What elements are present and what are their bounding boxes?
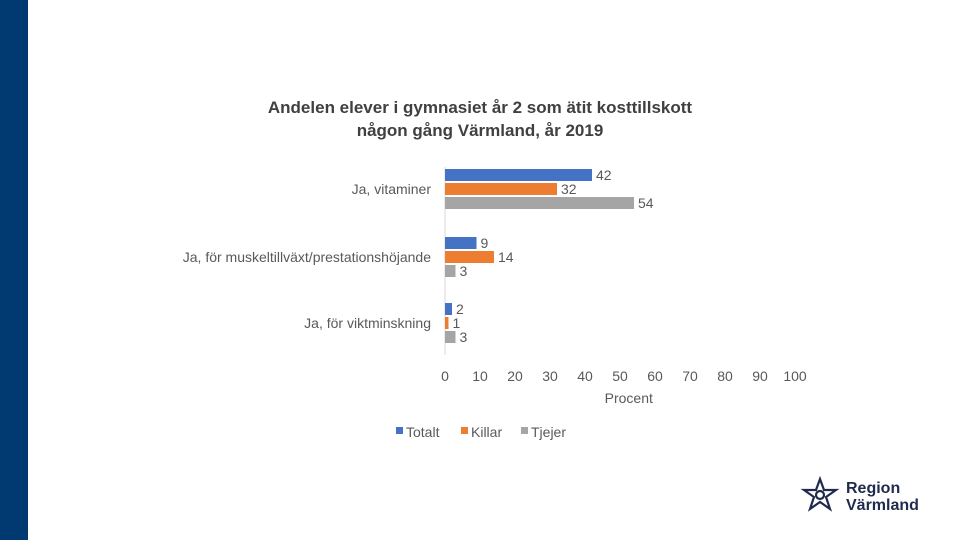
bar-killar-0 (445, 183, 557, 195)
x-tick-label: 40 (577, 368, 593, 384)
bar-totalt-0 (445, 169, 592, 181)
region-varmland-logo: Region Värmland (800, 475, 940, 520)
chart-title-line-2: någon gång Värmland, år 2019 (356, 121, 604, 140)
bar-tjejer-2 (445, 331, 456, 343)
x-tick-label: 50 (612, 368, 628, 384)
x-tick-label: 10 (472, 368, 488, 384)
bar-totalt-1 (445, 237, 477, 249)
x-tick-label: 100 (783, 368, 807, 384)
region-varmland-star-icon (800, 475, 840, 512)
data-label: 9 (481, 235, 489, 251)
x-tick-label: 80 (717, 368, 733, 384)
legend-label-totalt: Totalt (406, 424, 440, 440)
logo-line-2: Värmland (846, 497, 919, 514)
logo-text: Region Värmland (846, 480, 919, 514)
data-label: 42 (596, 167, 612, 183)
data-label: 32 (561, 181, 577, 197)
x-tick-label: 0 (441, 368, 449, 384)
x-axis-title: Procent (605, 390, 653, 406)
bar-killar-2 (445, 317, 449, 329)
side-stripe (0, 0, 28, 540)
category-label: Ja, för viktminskning (304, 315, 431, 331)
legend-swatch-tjejer (521, 427, 528, 434)
x-tick-label: 60 (647, 368, 663, 384)
x-tick-label: 20 (507, 368, 523, 384)
x-tick-label: 30 (542, 368, 558, 384)
chart-title: Andelen elever i gymnasiet år 2 som ätit… (200, 96, 760, 142)
x-tick-label: 70 (682, 368, 698, 384)
legend-label-tjejer: Tjejer (531, 424, 566, 440)
data-label: 3 (460, 329, 468, 345)
data-label: 54 (638, 195, 654, 211)
data-label: 2 (456, 301, 464, 317)
logo-line-1: Region (846, 480, 901, 497)
legend-swatch-killar (461, 427, 468, 434)
legend-label-killar: Killar (471, 424, 502, 440)
bar-tjejer-0 (445, 197, 634, 209)
x-tick-label: 90 (752, 368, 768, 384)
data-label: 1 (453, 315, 461, 331)
data-label: 14 (498, 249, 514, 265)
bar-tjejer-1 (445, 265, 456, 277)
chart-title-line-1: Andelen elever i gymnasiet år 2 som ätit… (267, 98, 693, 117)
bar-totalt-2 (445, 303, 452, 315)
data-label: 3 (460, 263, 468, 279)
category-label: Ja, för muskeltillväxt/prestationshöjand… (183, 249, 431, 265)
legend-swatch-totalt (396, 427, 403, 434)
category-label: Ja, vitaminer (352, 181, 432, 197)
bar-killar-1 (445, 251, 494, 263)
